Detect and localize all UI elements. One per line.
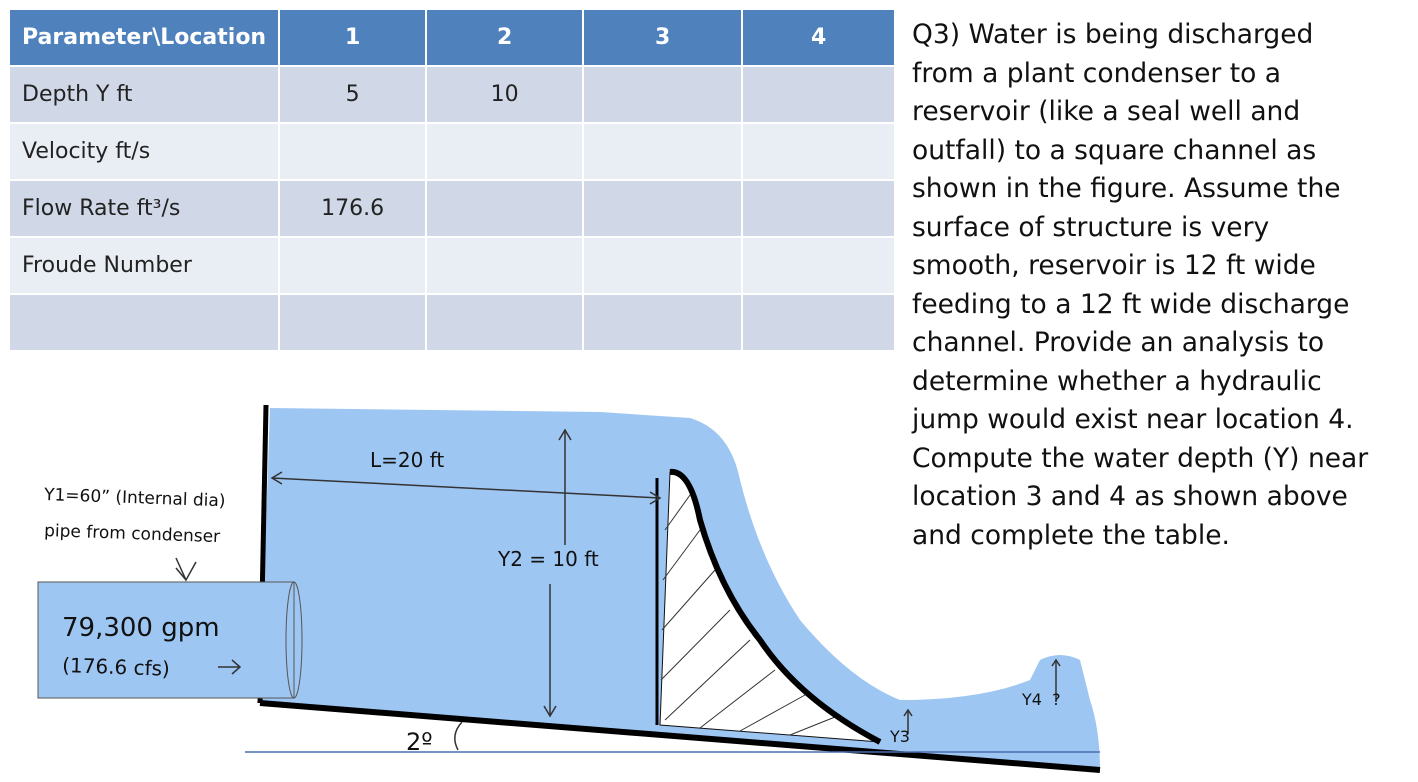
cell: 176.6 <box>278 179 428 238</box>
header-cell: 4 <box>741 8 897 67</box>
cell <box>425 236 585 295</box>
depth2-label: Y2 = 10 ft <box>497 547 599 571</box>
cell <box>741 65 897 124</box>
arrows <box>175 428 1061 751</box>
cell <box>278 293 428 352</box>
row-label: Depth Y ft <box>7 65 281 124</box>
cell <box>741 293 897 352</box>
cell <box>741 236 897 295</box>
flow-gpm: 79,300 gpm <box>62 613 220 643</box>
weir-crest <box>669 468 882 745</box>
header-row: Parameter\Location 1 2 3 4 <box>7 8 897 67</box>
flow-cfs: (176.6 cfs) <box>62 653 170 681</box>
channel-bed <box>259 700 1101 773</box>
table-row: Flow Rate ft³/s 176.6 <box>7 179 897 238</box>
header-cell: 1 <box>278 8 428 67</box>
cell <box>278 122 428 181</box>
cell <box>425 293 585 352</box>
cell <box>741 179 897 238</box>
length-label: L=20 ft <box>370 448 444 472</box>
cell <box>278 236 428 295</box>
row-label: Froude Number <box>7 236 281 295</box>
table-row <box>7 293 897 352</box>
table-row: Velocity ft/s <box>7 122 897 181</box>
hatch <box>660 494 841 736</box>
row-label <box>7 293 281 352</box>
question: Q3) Water is being discharged from a pla… <box>912 19 1369 551</box>
cell <box>582 122 744 181</box>
table-row: Depth Y ft 5 10 <box>7 65 897 124</box>
cell <box>425 179 585 238</box>
pipe-source: pipe from condenser <box>44 521 221 547</box>
header-cell: Parameter\Location <box>7 8 281 67</box>
header-cell: 2 <box>425 8 585 67</box>
cell <box>425 122 585 181</box>
depth4-label: Y4 ? <box>1021 690 1061 709</box>
cell <box>582 293 744 352</box>
cell: 5 <box>278 65 428 124</box>
table-row: Froude Number <box>7 236 897 295</box>
cell <box>582 65 744 124</box>
pipe-end <box>285 581 303 699</box>
row-label: Flow Rate ft³/s <box>7 179 281 238</box>
cell <box>582 236 744 295</box>
cell: 10 <box>425 65 585 124</box>
row-label: Velocity ft/s <box>7 122 281 181</box>
parameter-table: Parameter\Location 1 2 3 4 Depth Y ft 5 10 Velo… <box>7 8 897 352</box>
depth3-label: Y3 <box>889 727 910 746</box>
slope-label: 2º <box>406 728 433 756</box>
cell <box>741 122 897 181</box>
cell <box>582 179 744 238</box>
header-cell: 3 <box>582 8 744 67</box>
pipe <box>37 581 295 699</box>
pipe-label: Y1=60” (Internal dia) <box>43 485 226 511</box>
